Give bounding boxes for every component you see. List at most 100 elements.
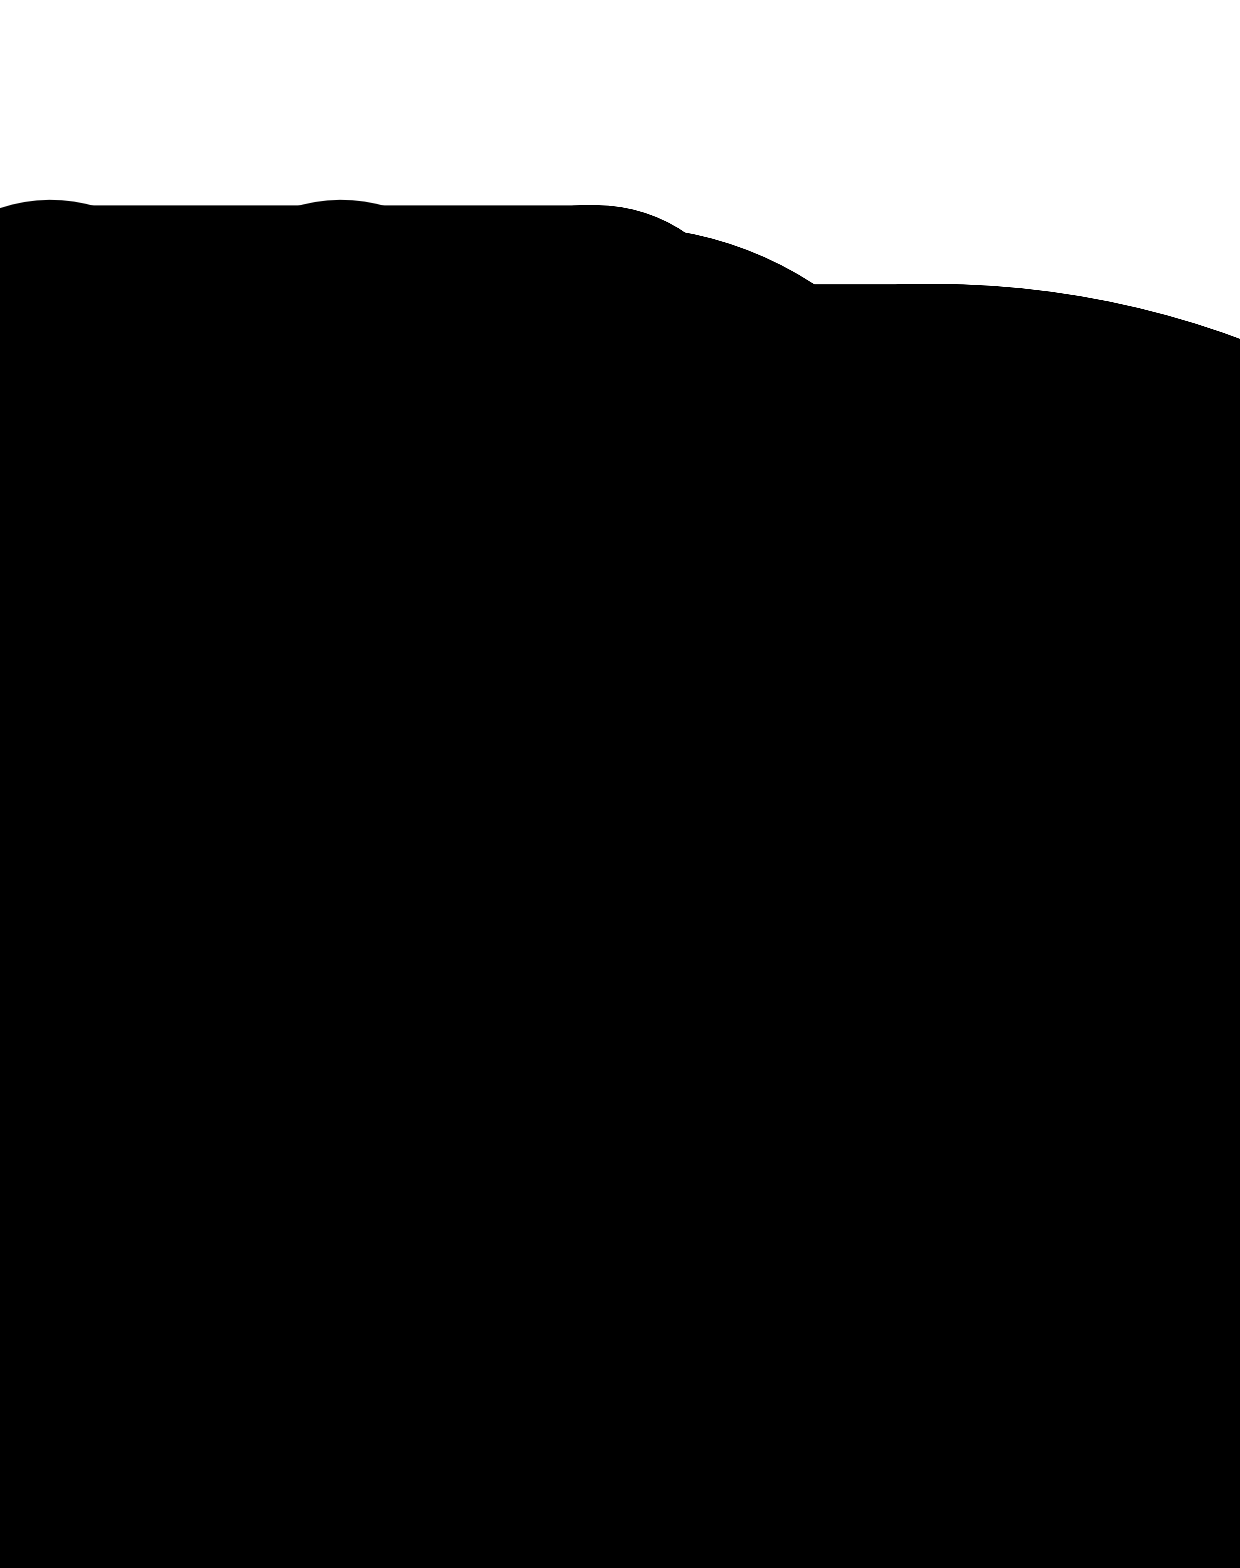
Text: O: O — [491, 334, 503, 350]
Text: N: N — [454, 1148, 464, 1162]
Text: O: O — [775, 1132, 787, 1146]
Text: Me: Me — [358, 608, 379, 622]
Text: O: O — [394, 701, 405, 717]
Text: OH: OH — [500, 354, 523, 368]
Text: H: H — [371, 806, 381, 820]
Text: Me: Me — [322, 845, 342, 859]
Text: H: H — [422, 572, 432, 585]
Text: OH: OH — [899, 866, 920, 880]
Text: OH: OH — [417, 591, 440, 607]
Text: 2. Pd-tetrakis: 2. Pd-tetrakis — [972, 1156, 1056, 1168]
Text: NH₂: NH₂ — [430, 474, 460, 489]
Text: O: O — [343, 803, 356, 817]
Text: O: O — [404, 571, 417, 585]
Text: HN: HN — [420, 1055, 444, 1069]
Text: O: O — [376, 1134, 388, 1148]
Text: NH₂: NH₂ — [464, 1043, 492, 1058]
Text: HN: HN — [870, 1159, 892, 1173]
Text: MeNH₂: MeNH₂ — [346, 342, 397, 358]
Text: O: O — [427, 1134, 439, 1148]
Text: OH: OH — [849, 1129, 870, 1142]
Text: HATU: HATU — [981, 1143, 1014, 1156]
Text: Me: Me — [358, 842, 379, 856]
Text: 5: 5 — [715, 770, 727, 789]
Text: 2. Et₂NH: 2. Et₂NH — [611, 829, 676, 845]
Text: N: N — [435, 585, 446, 601]
Text: O: O — [817, 862, 830, 877]
Text: OH: OH — [849, 1157, 870, 1171]
Text: N: N — [322, 582, 334, 596]
Text: H₂N: H₂N — [487, 342, 517, 356]
Text: N: N — [371, 817, 381, 831]
Text: O: O — [343, 568, 356, 582]
Text: Me: Me — [758, 822, 779, 836]
Text: N: N — [435, 820, 446, 834]
Text: H: H — [422, 806, 432, 820]
Text: O: O — [277, 372, 288, 387]
Text: Me: Me — [460, 591, 482, 607]
Text: O: O — [500, 1168, 511, 1182]
Text: N: N — [356, 1148, 366, 1162]
Text: O–p-C₆H₄NO₂: O–p-C₆H₄NO₂ — [667, 536, 753, 549]
Text: 3. Et₂NH: 3. Et₂NH — [972, 1170, 1025, 1182]
Text: 3: 3 — [376, 662, 388, 681]
Text: ≡: ≡ — [859, 1124, 877, 1143]
Text: Me: Me — [467, 1142, 487, 1156]
Text: NH₂: NH₂ — [430, 709, 460, 724]
Text: OH: OH — [857, 839, 879, 853]
Text: O: O — [394, 803, 405, 817]
Text: Me: Me — [460, 826, 482, 842]
Text: Me: Me — [391, 1174, 412, 1187]
Text: HN: HN — [924, 867, 945, 881]
Text: O: O — [394, 466, 405, 481]
Text: O: O — [242, 339, 254, 353]
Text: N: N — [467, 1151, 479, 1167]
Text: OH: OH — [811, 1132, 832, 1146]
Text: HN: HN — [388, 489, 412, 503]
Text: N: N — [521, 1146, 533, 1162]
Text: O: O — [445, 815, 458, 829]
Text: O: O — [489, 815, 500, 829]
Text: N: N — [371, 582, 381, 596]
Text: 1. DIEA: 1. DIEA — [615, 814, 671, 828]
Text: O: O — [817, 839, 830, 855]
Text: O: O — [436, 1137, 449, 1151]
Text: Fmoc-Val-Cit: Fmoc-Val-Cit — [599, 342, 694, 358]
Text: H: H — [322, 572, 334, 585]
Text: C: C — [500, 1146, 511, 1162]
Text: H: H — [371, 572, 381, 585]
Text: 6: 6 — [428, 1245, 440, 1264]
Text: ≡: ≡ — [911, 831, 929, 851]
Text: O: O — [465, 837, 477, 851]
Text: Me: Me — [322, 612, 342, 624]
Text: N: N — [322, 817, 334, 831]
Text: H₂N: H₂N — [309, 1145, 337, 1159]
Text: FIG. 2A: FIG. 2A — [176, 209, 335, 248]
Text: HN: HN — [388, 723, 412, 739]
Text: H: H — [322, 806, 334, 820]
Text: O: O — [404, 804, 417, 820]
Text: Me: Me — [866, 1145, 885, 1159]
Text: N: N — [422, 817, 432, 831]
Text: 1: 1 — [262, 408, 273, 425]
Text: N: N — [403, 1148, 414, 1162]
Text: H: H — [454, 1137, 464, 1151]
Text: N: N — [522, 348, 533, 364]
Text: H₂N: H₂N — [244, 342, 273, 356]
Text: 2: 2 — [502, 408, 513, 425]
Text: Fmoc: Fmoc — [264, 579, 305, 593]
Text: O: O — [432, 1035, 443, 1051]
Text: H: H — [522, 359, 532, 373]
Text: –p-C₆H₄NO₂: –p-C₆H₄NO₂ — [496, 815, 574, 829]
Text: EEDQ: EEDQ — [625, 358, 668, 373]
Text: HN: HN — [780, 828, 801, 842]
Text: 1. FmocNH-Oalloc-Glu: 1. FmocNH-Oalloc-Glu — [972, 1131, 1111, 1143]
Text: N: N — [422, 582, 432, 596]
Text: O=C: O=C — [653, 550, 686, 564]
Text: OH: OH — [899, 834, 920, 848]
Text: Me: Me — [517, 1137, 537, 1151]
Text: C: C — [466, 815, 476, 829]
Text: O: O — [775, 1154, 787, 1170]
Text: H: H — [356, 1137, 366, 1151]
Text: O–p-C₆H₄NO₂: O–p-C₆H₄NO₂ — [667, 564, 753, 579]
